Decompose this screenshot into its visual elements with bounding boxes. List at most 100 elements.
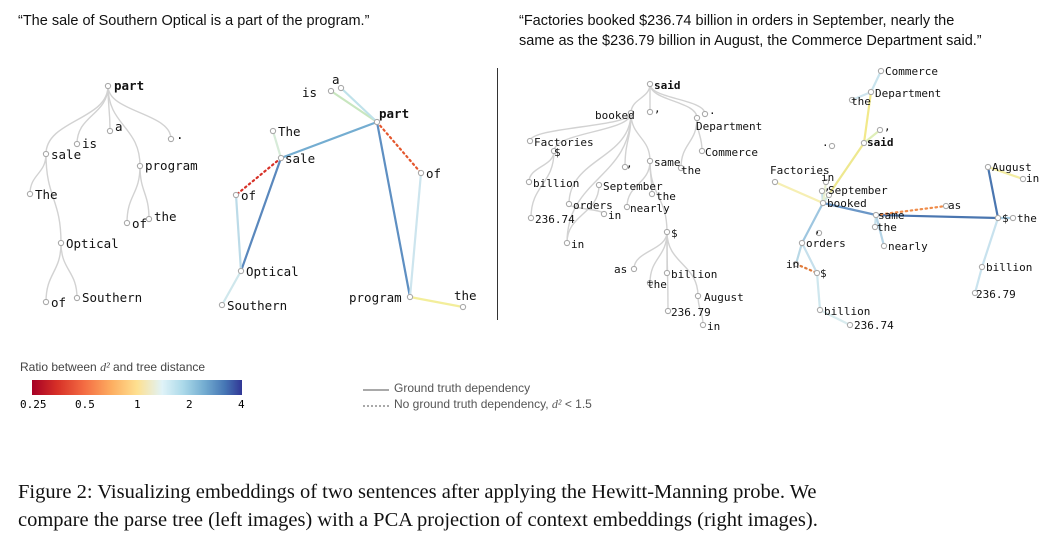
tree2-node-comma1 (646, 108, 654, 116)
tree1-edge-6 (45, 153, 62, 244)
tree2-edge-7 (630, 112, 651, 162)
tree2-node-the3 (646, 279, 654, 287)
proj2-label-August: August (992, 161, 1032, 174)
proj2-edge-17 (980, 216, 1000, 269)
proj2-label-Department: Department (875, 87, 941, 100)
colorbar-title-symbol: d² (100, 360, 110, 374)
proj2-edge-1 (862, 90, 873, 145)
proj1-node-sale (277, 154, 285, 162)
tree2-node-dollar1 (550, 147, 558, 155)
caption-line-1: Figure 2: Visualizing embeddings of two … (18, 481, 817, 503)
tree1-label-of2: of (132, 216, 147, 231)
tree1-node-The (26, 190, 34, 198)
tree2-edge-16 (649, 160, 668, 233)
tree2-node-Factories (526, 137, 534, 145)
tree2-edge-5 (553, 112, 632, 152)
colorbar (32, 380, 242, 395)
proj1-edge-1 (339, 86, 379, 124)
tree2-label-comma2: , (626, 157, 633, 170)
solid-line-swatch (363, 389, 389, 391)
tree1-label-program: program (145, 158, 198, 173)
proj1-group: ais part The sale of of Optical Southern program… (218, 72, 477, 313)
caption-line-2: compare the parse tree (left images) wit… (18, 509, 818, 531)
proj2-node-dollar1 (813, 269, 821, 277)
proj2-node-in1 (792, 260, 800, 268)
tree1-edge-2 (107, 85, 172, 140)
tree1-node-the (145, 215, 153, 223)
proj2-edge-14 (874, 213, 1000, 220)
tree2-label-billion1: billion (533, 177, 579, 190)
proj2-edge-3 (869, 69, 883, 94)
proj1-label-a: a (332, 72, 340, 87)
proj2-label-the1: the (851, 95, 871, 108)
tree1-node-of1 (42, 298, 50, 306)
proj2-label-comma3: , (814, 223, 821, 236)
proj2-edge-18 (973, 265, 984, 295)
tree2-node-Department (693, 114, 701, 122)
proj1-edge-6 (234, 193, 243, 273)
tree2-edge-17 (568, 112, 632, 205)
proj2-label-Factories: Factories (770, 164, 830, 177)
proj2-node-comma2 (825, 191, 833, 199)
tree2-node-August (694, 292, 702, 300)
dashed-line-swatch (363, 405, 389, 407)
proj1-label-is: is (302, 85, 317, 100)
proj2-label-n23679: 236.79 (976, 288, 1016, 301)
tree2-node-as (630, 265, 638, 273)
tree2-label-n23674: 236.74 (535, 213, 575, 226)
proj1-label-part: part (379, 106, 409, 121)
tree2-node-the1 (677, 164, 685, 172)
proj2-label-in1: in (786, 258, 799, 271)
proj2-label-said: said (867, 136, 894, 149)
proj2-node-August (984, 163, 992, 171)
proj1-edge-0 (329, 89, 379, 124)
tree2-node-billion2 (663, 269, 671, 277)
proj1-edge-7 (220, 269, 243, 307)
colorbar-tick-0: 0.25 (20, 398, 47, 411)
proj2-node-same (872, 211, 880, 219)
sentence-left: “The sale of Southern Optical is a part … (18, 13, 370, 29)
tree1-label-part: part (114, 78, 144, 93)
tree1-node-is (73, 140, 81, 148)
proj1-edge-5 (239, 156, 283, 273)
proj2-label-in2: in (821, 171, 834, 184)
proj2-node-billion1 (816, 306, 824, 314)
proj1-label-The: The (278, 124, 301, 139)
proj1-node-Southern (218, 301, 226, 309)
proj2-edge-13 (874, 213, 886, 248)
proj2-label-the2: the (877, 221, 897, 234)
colorbar-tick-2: 1 (134, 398, 141, 411)
tree1-node-dot (167, 135, 175, 143)
proj2-label-n23674: 236.74 (854, 319, 894, 332)
colorbar-tick-4: 4 (238, 398, 245, 411)
tree2-label-n23679: 236.79 (671, 306, 711, 319)
proj1-edge-4 (271, 129, 283, 160)
tree2-edge-12 (530, 150, 555, 219)
proj2-label-Commerce: Commerce (885, 65, 938, 78)
proj2-node-booked (819, 199, 827, 207)
proj2-edge-22 (800, 241, 819, 275)
proj1-node-Optical (237, 267, 245, 275)
tree1-node-Optical (57, 239, 65, 247)
tree1-edge-3 (45, 85, 109, 155)
proj1-node-program (406, 293, 414, 301)
proj1-node-of2 (417, 169, 425, 177)
proj2-edge-2 (850, 90, 873, 102)
proj2-label-as: as (948, 199, 961, 212)
tree1-label-the: the (154, 209, 177, 224)
tree1-node-program (136, 162, 144, 170)
proj2-label-booked: booked (827, 197, 867, 210)
proj2-label-comma1: , (884, 120, 891, 133)
proj1-label-of1: of (241, 188, 256, 203)
proj2-label-same: same (878, 209, 905, 222)
tree2-node-in1 (600, 210, 608, 218)
tree2-label-Commerce: Commerce (705, 146, 758, 159)
tree1-edge-8 (60, 242, 78, 299)
colorbar-title: Ratio between d² and tree distance (20, 360, 205, 375)
tree2-label-in1: in (608, 209, 621, 222)
proj2-label-comma2: , (824, 180, 831, 193)
tree2-node-billion1 (525, 178, 533, 186)
tree1-edge-4 (107, 85, 141, 167)
